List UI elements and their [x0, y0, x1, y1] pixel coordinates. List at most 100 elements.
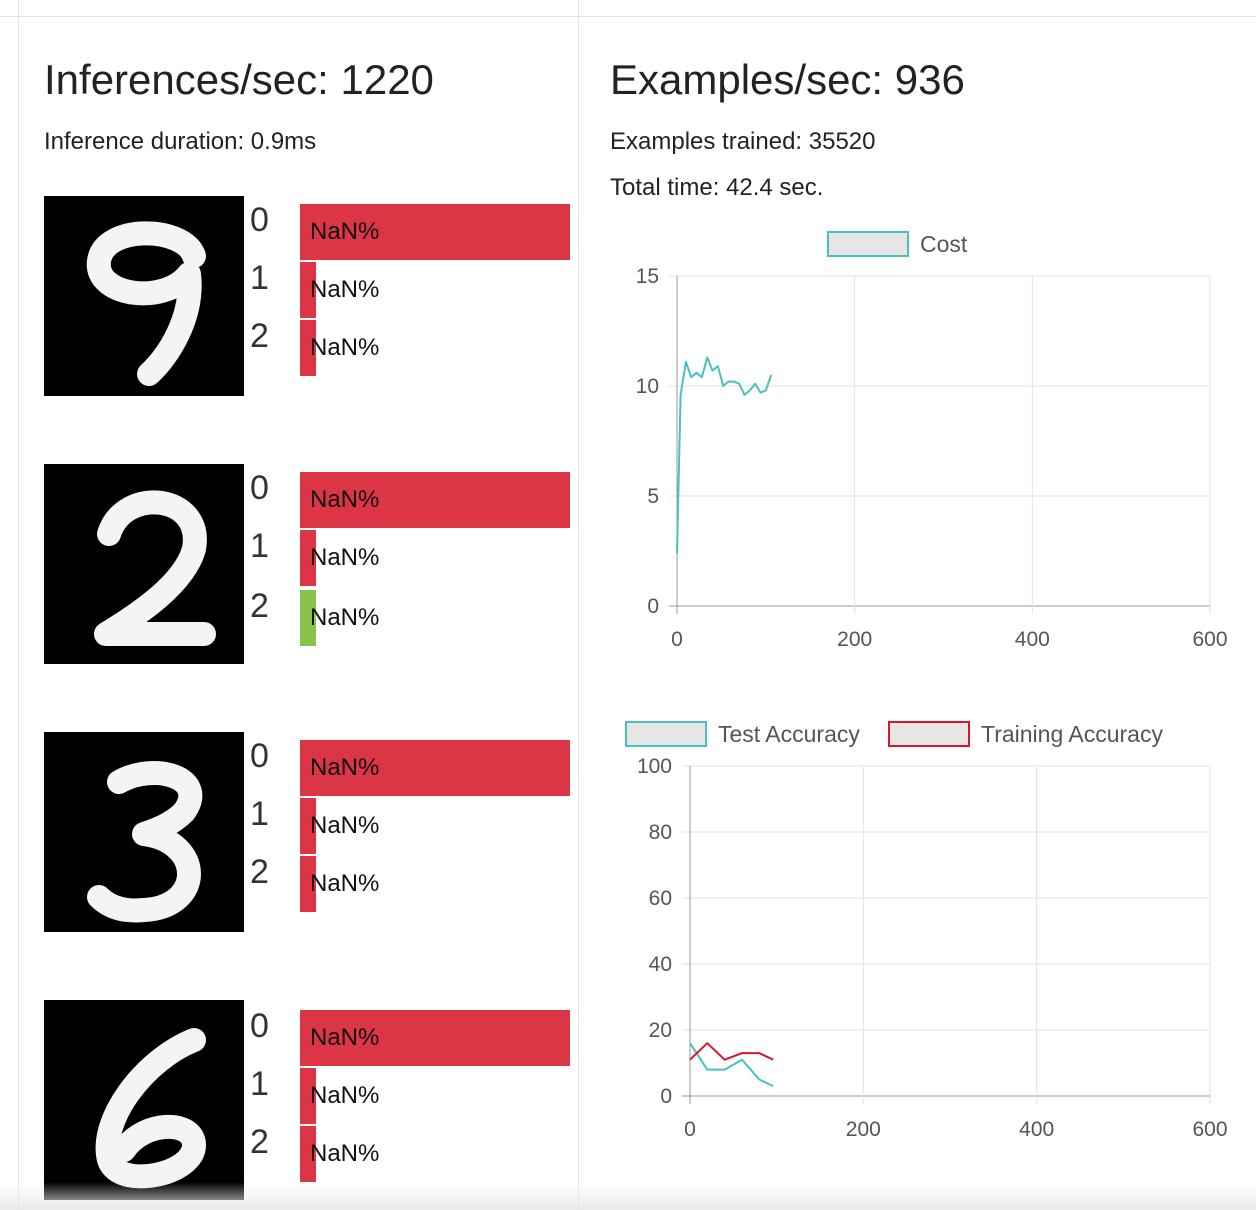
accuracy-chart: Test Accuracy Training Accuracy 0 20 40 60 80 1… [610, 712, 1250, 1152]
probability-text: NaN% [310, 604, 380, 631]
x-tick-label: 200 [846, 1118, 881, 1141]
cost-chart: Cost 0 5 10 15 0 200 400 600 [610, 222, 1250, 662]
digit-stroke [94, 490, 216, 646]
probability-bar [300, 798, 316, 854]
probability-bar [300, 740, 570, 796]
probability-bar [300, 590, 316, 646]
prediction-row: 0 NaN% [250, 469, 570, 528]
y-tick-label: 60 [649, 887, 672, 910]
prediction-label: 0 [250, 1007, 269, 1045]
y-tick-label: 5 [647, 485, 659, 508]
digit-image [44, 1000, 244, 1200]
y-tick-label: 40 [649, 953, 672, 976]
prediction-row: 0 NaN% [250, 737, 570, 796]
x-tick-label: 0 [671, 628, 683, 651]
prediction-label: 2 [250, 587, 269, 625]
prediction-row: 1 NaN% [250, 1065, 570, 1124]
total-time: Total time: 42.4 sec. [610, 174, 824, 201]
left-divider [18, 0, 19, 1210]
probability-text: NaN% [310, 218, 380, 245]
digit-image [44, 464, 244, 664]
prediction-label: 2 [250, 853, 269, 891]
x-tick-label: 600 [1192, 628, 1227, 651]
x-tick-label: 600 [1192, 1118, 1227, 1141]
prediction-row: 2 NaN% [250, 853, 570, 912]
probability-text: NaN% [310, 754, 380, 781]
sample-item: 0 NaN% 1 NaN% 2 NaN% [44, 464, 574, 664]
sample-item: 0 NaN% 1 NaN% 2 NaN% [44, 732, 574, 932]
legend-swatch [888, 721, 970, 747]
prediction-row: 2 NaN% [250, 587, 570, 646]
prediction-row: 0 NaN% [250, 1007, 570, 1066]
digit-drawing [94, 490, 216, 646]
x-tick-label: 400 [1015, 628, 1050, 651]
x-tick-label: 0 [684, 1118, 696, 1141]
digit-drawing [86, 221, 206, 386]
prediction-label: 2 [250, 317, 269, 355]
accuracy-chart-svg: Test Accuracy Training Accuracy 0 20 40 60 80 1… [625, 721, 1228, 1141]
probability-bar [300, 856, 316, 912]
probability-text: NaN% [310, 276, 380, 303]
legend-swatch [625, 721, 707, 747]
bottom-fade [0, 1182, 1256, 1210]
prediction-row: 2 NaN% [250, 1123, 570, 1182]
y-tick-label: 0 [647, 595, 659, 618]
y-tick-label: 10 [636, 375, 659, 398]
examples-per-sec: Examples/sec: 936 [610, 56, 965, 103]
prediction-row: 0 NaN% [250, 201, 570, 260]
probability-text: NaN% [310, 1024, 380, 1051]
probability-text: NaN% [310, 334, 380, 361]
prediction-label: 1 [250, 795, 269, 833]
probability-bar [300, 1068, 316, 1124]
examples-trained: Examples trained: 35520 [610, 128, 876, 155]
prediction-row: 2 NaN% [250, 317, 570, 376]
top-divider [0, 16, 1256, 17]
legend-label: Test Accuracy [718, 721, 860, 747]
prediction-label: 2 [250, 1123, 269, 1161]
legend-swatch [827, 231, 909, 257]
prediction-label: 1 [250, 259, 269, 297]
prediction-row: 1 NaN% [250, 527, 570, 586]
center-divider [578, 0, 579, 1210]
series-line [689, 1042, 774, 1088]
prediction-label: 0 [250, 469, 269, 507]
series-line [689, 1042, 774, 1061]
probability-bar [300, 320, 316, 376]
probability-bar [300, 1010, 570, 1066]
digit-drawing [95, 1028, 206, 1189]
y-tick-label: 15 [636, 265, 659, 288]
probability-bar [300, 204, 570, 260]
series-line [676, 356, 773, 554]
probability-text: NaN% [310, 544, 380, 571]
x-tick-label: 400 [1019, 1118, 1054, 1141]
digit-image [44, 196, 244, 396]
probability-text: NaN% [310, 812, 380, 839]
digit-stroke [95, 1028, 206, 1189]
probability-bar [300, 530, 316, 586]
legend-label: Training Accuracy [981, 721, 1163, 747]
probability-text: NaN% [310, 486, 380, 513]
inferences-per-sec: Inferences/sec: 1220 [44, 56, 434, 103]
sample-item: 0 NaN% 1 NaN% 2 NaN% [44, 1000, 574, 1200]
sample-item: 0 NaN% 1 NaN% 2 NaN% [44, 196, 574, 396]
x-tick-label: 200 [837, 628, 872, 651]
prediction-label: 1 [250, 1065, 269, 1103]
prediction-row: 1 NaN% [250, 795, 570, 854]
probability-text: NaN% [310, 1140, 380, 1167]
probability-text: NaN% [310, 870, 380, 897]
digit-drawing [87, 761, 203, 923]
digit-stroke [86, 221, 206, 386]
prediction-label: 0 [250, 737, 269, 775]
probability-bar [300, 262, 316, 318]
y-tick-label: 80 [649, 821, 672, 844]
prediction-label: 0 [250, 201, 269, 239]
digit-image [44, 732, 244, 932]
inference-duration: Inference duration: 0.9ms [44, 128, 317, 155]
probability-bar [300, 1126, 316, 1182]
y-tick-label: 0 [660, 1085, 672, 1108]
y-tick-label: 20 [649, 1019, 672, 1042]
y-tick-label: 100 [637, 755, 672, 778]
prediction-row: 1 NaN% [250, 259, 570, 318]
prediction-label: 1 [250, 527, 269, 565]
legend-label: Cost [920, 231, 968, 257]
